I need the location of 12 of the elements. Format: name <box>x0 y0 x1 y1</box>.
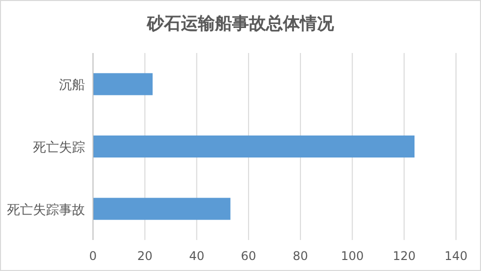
y-tick-label: 死亡失踪事故 <box>7 202 85 218</box>
y-tick-label: 死亡失踪 <box>33 140 85 156</box>
chart-title: 砂石运输船事故总体情况 <box>146 14 335 34</box>
x-tick-label: 140 <box>444 249 468 263</box>
x-tick-label: 80 <box>292 249 308 263</box>
x-tick-label: 20 <box>137 249 152 263</box>
y-tick-label: 沉船 <box>59 78 85 94</box>
x-tick-label: 0 <box>89 249 97 263</box>
x-tick-label: 60 <box>240 249 256 263</box>
x-tick-label: 40 <box>189 249 204 263</box>
x-tick-label: 100 <box>340 249 364 263</box>
x-tick-label: 120 <box>392 249 416 263</box>
